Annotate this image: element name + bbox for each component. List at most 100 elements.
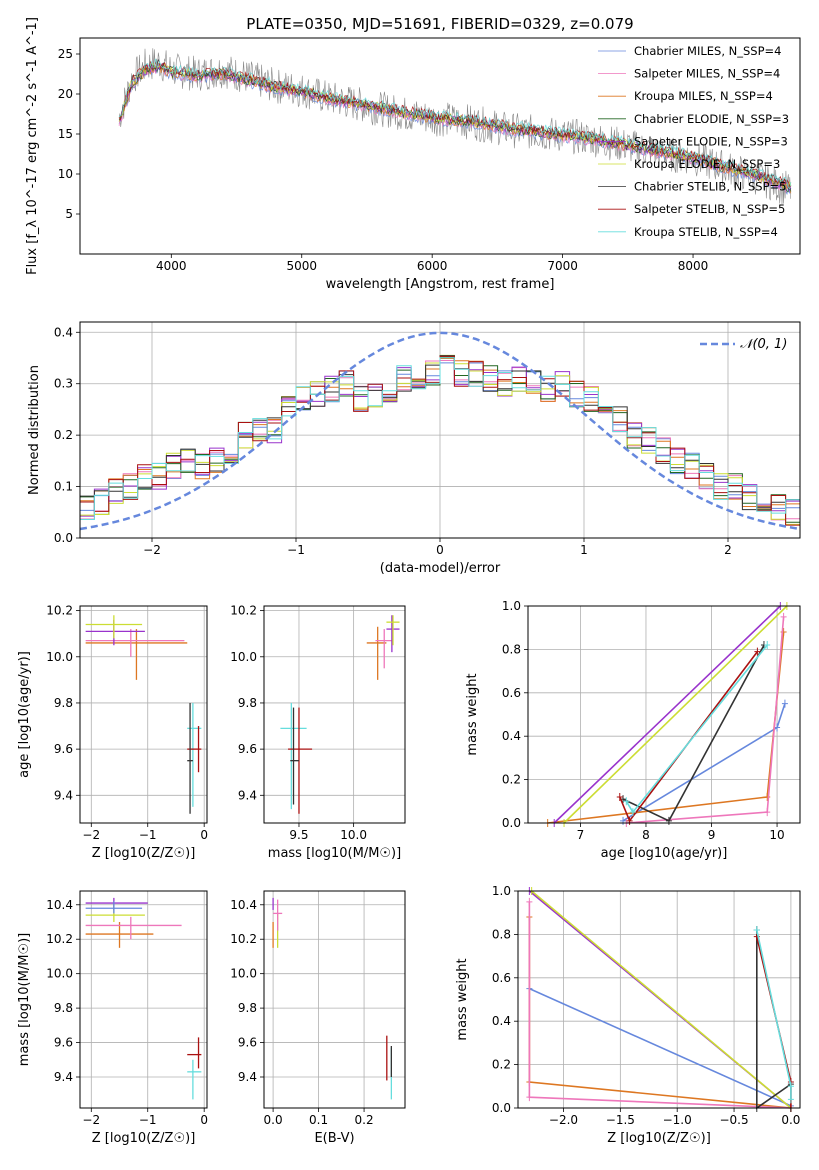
axes-frame bbox=[517, 890, 801, 1109]
x-axis-label: Z [log10(Z/Z☉)] bbox=[92, 846, 196, 861]
mass-weight-line bbox=[528, 917, 791, 1109]
axes-frame bbox=[79, 605, 208, 824]
mass-weight-marker bbox=[787, 1082, 794, 1091]
x-tick-label: 9.5 bbox=[289, 828, 308, 842]
x-tick-label: −1.5 bbox=[606, 1113, 635, 1127]
x-axis-label: Z [log10(Z/Z☉)] bbox=[92, 1131, 196, 1146]
y-tick-label: 9.6 bbox=[238, 742, 257, 756]
y-tick-label: 10.4 bbox=[230, 898, 257, 912]
spectrum-model-line bbox=[118, 60, 792, 188]
y-tick-label: 10.2 bbox=[230, 932, 257, 946]
y-tick-label: 1.0 bbox=[492, 884, 511, 898]
axes-frame bbox=[79, 321, 801, 539]
massweight-vs-metallicity-panel: −2.0 −1.5 −1.0 −0.5 0.0 0.0 0.2 0.4 0.6 0.8 1.0 Z [… bbox=[455, 884, 801, 1146]
y-tick-label: 0.6 bbox=[492, 971, 511, 985]
x-tick-label: 8000 bbox=[678, 259, 709, 273]
x-tick-label: 0.0 bbox=[264, 1113, 283, 1127]
y-tick-label: 9.4 bbox=[54, 788, 73, 802]
y-tick-label: 0.0 bbox=[502, 816, 521, 830]
x-tick-label: 8 bbox=[642, 828, 650, 842]
plot-area bbox=[79, 331, 801, 531]
mass-vs-metallicity-panel: −2 −1 0 9.4 9.6 9.8 10.0 10.2 10.4 Z [log10(Z/Z☉)… bbox=[17, 890, 208, 1146]
age-vs-mass-panel: 9.5 10.0 9.4 9.6 9.8 10.0 10.2 mass [log10(M/M☉… bbox=[230, 604, 406, 861]
plot-area bbox=[118, 48, 792, 205]
y-tick-label: 10.2 bbox=[230, 604, 257, 618]
spectrum-model-line bbox=[118, 62, 792, 194]
legend-label: Kroupa ELODIE, N_SSP=3 bbox=[634, 157, 780, 171]
y-axis-label: Normed distribution bbox=[27, 365, 42, 495]
mass-weight-line bbox=[529, 987, 792, 1107]
mass-weight-marker bbox=[764, 641, 771, 650]
y-tick-label: 9.4 bbox=[238, 788, 257, 802]
plot-area bbox=[526, 887, 794, 1112]
x-tick-label: 9 bbox=[708, 828, 716, 842]
x-tick-label: −1 bbox=[287, 543, 305, 557]
x-tick-label: 0.2 bbox=[355, 1113, 374, 1127]
x-tick-label: 1 bbox=[580, 543, 588, 557]
x-tick-label: 10 bbox=[769, 828, 784, 842]
y-axis-label: mass weight bbox=[455, 958, 470, 1040]
axes-frame bbox=[263, 890, 406, 1109]
legend-label: Salpeter STELIB, N_SSP=5 bbox=[634, 202, 785, 216]
residual-histogram-panel: −2 −1 0 1 2 0.0 0.1 0.2 0.3 0.4 (data-model)/error… bbox=[27, 321, 801, 576]
plot-area bbox=[272, 897, 393, 1100]
y-tick-label: 10.0 bbox=[230, 650, 257, 664]
spectrum-model-line bbox=[118, 58, 792, 190]
x-tick-label: −0.5 bbox=[719, 1113, 748, 1127]
mass-weight-line bbox=[563, 605, 788, 824]
x-tick-label: −2 bbox=[82, 1113, 100, 1127]
spectrum-panel: 4000 5000 6000 7000 8000 5 10 15 20 25 wavelength … bbox=[25, 17, 801, 292]
axes-frame bbox=[527, 605, 801, 824]
x-tick-label: 5000 bbox=[286, 259, 317, 273]
y-tick-label: 0.4 bbox=[54, 325, 73, 339]
y-tick-label: 0.4 bbox=[492, 1014, 511, 1028]
y-axis-label: mass [log10(M/M☉)] bbox=[17, 933, 32, 1066]
mass-weight-line bbox=[528, 901, 791, 1109]
legend-label: Chabrier STELIB, N_SSP=5 bbox=[634, 180, 786, 194]
y-tick-label: 10 bbox=[58, 167, 73, 181]
y-tick-label: 9.6 bbox=[54, 1036, 73, 1050]
y-tick-label: 9.6 bbox=[54, 742, 73, 756]
mass-weight-marker bbox=[526, 1093, 533, 1102]
x-tick-label: −2 bbox=[143, 543, 161, 557]
legend-label: Chabrier ELODIE, N_SSP=3 bbox=[634, 112, 789, 126]
legend-label: Salpeter MILES, N_SSP=4 bbox=[634, 67, 780, 81]
x-axis-label: Z [log10(Z/Z☉)] bbox=[607, 1131, 711, 1146]
y-tick-label: 0.8 bbox=[502, 642, 521, 656]
y-tick-label: 5 bbox=[65, 207, 73, 221]
x-tick-label: 0.1 bbox=[309, 1113, 328, 1127]
y-tick-label: 0.2 bbox=[502, 773, 521, 787]
mass-weight-marker bbox=[764, 808, 771, 817]
y-tick-label: 9.8 bbox=[238, 1001, 257, 1015]
mass-weight-marker bbox=[787, 1095, 794, 1104]
mass-weight-line bbox=[553, 605, 781, 824]
axes-frame bbox=[79, 890, 208, 1109]
y-tick-label: 9.6 bbox=[238, 1036, 257, 1050]
mass-weight-line bbox=[625, 644, 768, 814]
x-tick-label: 0 bbox=[200, 1113, 208, 1127]
x-axis-label: wavelength [Angstrom, rest frame] bbox=[326, 277, 555, 292]
axes-frame bbox=[79, 37, 801, 255]
y-tick-label: 1.0 bbox=[502, 599, 521, 613]
x-tick-label: −1.0 bbox=[663, 1113, 692, 1127]
mass-weight-marker bbox=[780, 612, 787, 621]
x-tick-label: 6000 bbox=[417, 259, 448, 273]
y-tick-label: 10.4 bbox=[46, 898, 73, 912]
spectrum-model-line bbox=[118, 65, 792, 193]
y-axis-label: mass weight bbox=[465, 673, 480, 755]
legend-label: Kroupa MILES, N_SSP=4 bbox=[634, 89, 773, 103]
mass-weight-marker bbox=[754, 647, 761, 656]
mass-weight-marker bbox=[753, 926, 760, 935]
y-axis-label: age [log10(age/yr)] bbox=[17, 651, 32, 778]
y-tick-label: 9.4 bbox=[54, 1070, 73, 1084]
mass-weight-line bbox=[531, 890, 792, 1109]
plot-area bbox=[280, 615, 400, 814]
y-tick-label: 10.2 bbox=[46, 604, 73, 618]
axes-frame bbox=[263, 605, 406, 824]
y-axis-label: Flux [f_λ 10^-17 erg cm^-2 s^-1 A^-1] bbox=[25, 17, 40, 275]
y-tick-label: 0.4 bbox=[502, 729, 521, 743]
x-axis-label: (data-model)/error bbox=[380, 561, 501, 576]
age-vs-metallicity-panel: −2 −1 0 9.4 9.6 9.8 10.0 10.2 Z [log10(Z/Z☉)] age… bbox=[17, 604, 208, 861]
y-tick-label: 0.6 bbox=[502, 686, 521, 700]
